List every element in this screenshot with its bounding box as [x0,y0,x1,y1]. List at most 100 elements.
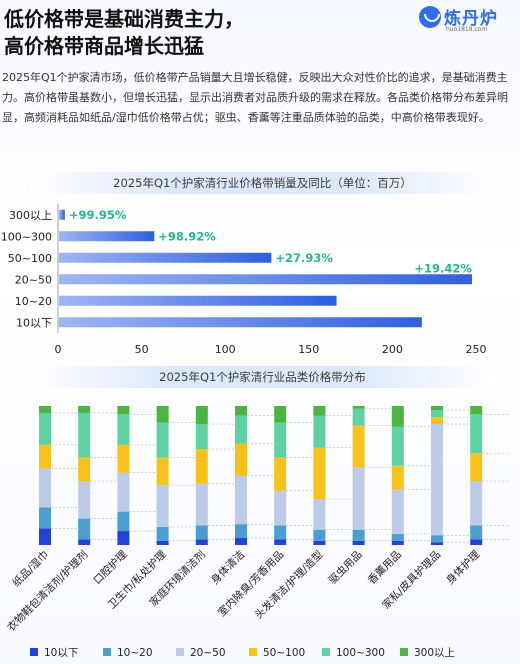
stack-segment [313,447,326,500]
volume-bar [59,252,272,263]
stack-segment [156,485,169,527]
stack-segment [431,542,443,545]
stack-segment [235,538,247,545]
category-label: 驱虫用品 [327,549,365,587]
stack-segment [470,525,483,540]
x-tick-label: 200 [382,343,403,356]
x-tick-label: 0 [55,343,62,356]
stack-segment [39,468,51,508]
stack-segment [195,424,208,450]
volume-bar [59,231,155,242]
stack-segment [235,524,247,539]
stack-segment [235,475,247,525]
y-tick-label: 10以下 [16,316,52,329]
stack-segment [156,457,169,486]
stack-segment [391,406,404,427]
y-tick-label: 50~100 [8,252,52,265]
legend-swatch [249,648,257,656]
stack-segment [117,414,130,445]
logo-name: 炼丹炉 [444,9,498,29]
stack-segment [235,406,247,416]
y-tick-label: 300以上 [9,209,52,222]
legend-label: 20~50 [190,647,226,659]
stack-segment [117,406,130,415]
x-tick-label: 50 [135,343,149,356]
stack-segment [156,526,169,541]
volume-bar [59,317,422,328]
stack-segment [313,529,326,541]
stack-segment [117,444,130,473]
stack-segment [78,457,91,482]
chart1-title: 2025年Q1个护家清行业价格带销量及同比（单位：百万） [30,172,495,194]
intro-paragraph: 2025年Q1个护家清市场，低价格带产品销量大且增长稳健，反映出大众对性价比的追… [2,71,508,124]
legend-swatch [30,648,38,656]
growth-label: +99.95% [69,208,127,222]
stack-segment [78,518,91,540]
stack-segment [431,424,443,536]
stack-segment [156,406,169,423]
stack-segment [352,406,365,409]
category-label: 身体护理 [443,548,482,587]
price-band-volume-chart: 300以上 +99.95% 100~300 +98.92% 50~100 +27.93% 2… [1,204,487,356]
stack-segment [156,422,169,458]
legend-swatch [103,648,111,656]
category-label: 身体清洁 [208,548,247,587]
logo-url: huo1818.com [446,26,488,33]
growth-label: +19.42% [414,261,472,275]
stack-segment [313,499,326,530]
category-label: 香薰用品 [365,548,404,587]
stack-segment [391,540,404,545]
stack-segment [195,483,208,526]
x-tick-label: 150 [298,343,319,356]
category-label: 室内除臭/芳香用品 [215,548,286,619]
stack-segment [117,472,130,512]
stack-segment [39,507,51,529]
stack-segment [391,489,404,534]
category-label: 头发清洁/护理/造型 [252,548,326,622]
stack-segment [195,525,208,540]
stack-segment [352,529,365,541]
legend-swatch [176,648,184,656]
stack-segment [274,490,287,526]
stack-segment [39,444,51,469]
legend-label: 100~300 [336,647,385,659]
title-line-1: 低价格带是基础消费主力， [4,7,244,31]
stack-segment [117,531,130,545]
stack-segment [352,425,365,468]
stack-segment [352,467,365,530]
y-tick-label: 100~300 [1,230,52,243]
stack-segment [431,406,443,411]
volume-bar [59,295,337,306]
stack-segment [195,406,208,425]
stack-segment [195,539,208,545]
stack-segment [352,408,365,426]
stack-segment [391,465,404,490]
x-tick-label: 100 [215,343,236,356]
growth-label: +27.93% [275,251,333,265]
stack-segment [313,540,326,545]
stack-segment [78,412,91,458]
stack-segment [39,412,51,445]
stack-segment [274,406,287,423]
stack-segment [156,540,169,545]
stack-segment [39,528,51,545]
legend-label: 50~100 [263,647,305,659]
stack-segment [470,539,483,545]
legend-swatch [400,648,408,656]
stack-segment [274,457,287,491]
stack-segment [313,415,326,448]
y-tick-label: 20~50 [15,273,52,286]
brand-logo: 炼丹炉 huo1818.com [419,4,517,36]
chart2-title: 2025年Q1个护家清行业品类价格带分布 [30,366,495,388]
stack-segment [391,533,404,541]
stack-segment [274,525,287,540]
furnace-icon [419,6,441,28]
stack-segment [235,415,247,444]
page-title: 低价格带是基础消费主力， 高价格带商品增长迅猛 [4,6,424,60]
stack-segment [431,535,443,543]
stack-segment [470,453,483,482]
stack-segment [352,540,365,545]
stack-segment [431,417,443,425]
